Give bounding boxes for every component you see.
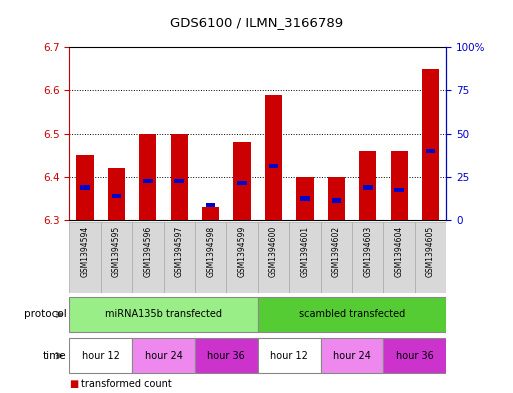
Text: hour 36: hour 36 bbox=[207, 351, 245, 361]
Bar bbox=[101, 222, 132, 293]
Bar bbox=[132, 222, 164, 293]
Text: scambled transfected: scambled transfected bbox=[299, 309, 405, 320]
Text: miRNA135b transfected: miRNA135b transfected bbox=[105, 309, 222, 320]
Bar bbox=[69, 222, 101, 293]
Bar bbox=[80, 185, 90, 190]
Text: protocol: protocol bbox=[24, 309, 67, 320]
Text: hour 12: hour 12 bbox=[270, 351, 308, 361]
Text: hour 36: hour 36 bbox=[396, 351, 434, 361]
Bar bbox=[258, 297, 446, 332]
Text: ■: ■ bbox=[69, 379, 78, 389]
Bar bbox=[321, 338, 383, 373]
Bar bbox=[132, 338, 195, 373]
Bar bbox=[331, 198, 341, 203]
Bar bbox=[352, 222, 383, 293]
Text: GSM1394600: GSM1394600 bbox=[269, 226, 278, 277]
Bar bbox=[359, 151, 377, 220]
Bar bbox=[258, 338, 321, 373]
Bar bbox=[143, 179, 152, 184]
Text: GSM1394597: GSM1394597 bbox=[175, 226, 184, 277]
Bar bbox=[426, 149, 436, 153]
Text: GSM1394605: GSM1394605 bbox=[426, 226, 435, 277]
Bar bbox=[195, 222, 226, 293]
Bar bbox=[164, 222, 195, 293]
Bar bbox=[328, 177, 345, 220]
Bar bbox=[363, 185, 372, 190]
Bar bbox=[300, 196, 310, 201]
Text: GSM1394596: GSM1394596 bbox=[143, 226, 152, 277]
Text: GSM1394604: GSM1394604 bbox=[394, 226, 404, 277]
Bar bbox=[394, 188, 404, 192]
Bar bbox=[258, 222, 289, 293]
Bar bbox=[139, 134, 156, 220]
Bar bbox=[195, 338, 258, 373]
Bar bbox=[321, 222, 352, 293]
Text: GSM1394603: GSM1394603 bbox=[363, 226, 372, 277]
Text: hour 24: hour 24 bbox=[333, 351, 371, 361]
Text: GSM1394594: GSM1394594 bbox=[81, 226, 89, 277]
Text: GSM1394598: GSM1394598 bbox=[206, 226, 215, 277]
Text: GSM1394601: GSM1394601 bbox=[301, 226, 309, 277]
Bar bbox=[269, 164, 278, 168]
Bar bbox=[238, 181, 247, 185]
Bar bbox=[415, 222, 446, 293]
Text: time: time bbox=[43, 351, 67, 361]
Bar bbox=[422, 69, 439, 220]
Bar bbox=[383, 222, 415, 293]
Bar bbox=[297, 177, 313, 220]
Bar bbox=[289, 222, 321, 293]
Text: hour 24: hour 24 bbox=[145, 351, 183, 361]
Bar bbox=[390, 151, 408, 220]
Bar bbox=[69, 297, 258, 332]
Bar bbox=[112, 194, 121, 198]
Text: GSM1394599: GSM1394599 bbox=[238, 226, 247, 277]
Bar bbox=[174, 179, 184, 184]
Bar bbox=[233, 142, 251, 220]
Bar bbox=[383, 338, 446, 373]
Bar bbox=[202, 207, 219, 220]
Bar bbox=[206, 203, 215, 207]
Bar bbox=[69, 338, 132, 373]
Text: GSM1394595: GSM1394595 bbox=[112, 226, 121, 277]
Bar bbox=[171, 134, 188, 220]
Bar bbox=[76, 155, 93, 220]
Text: hour 12: hour 12 bbox=[82, 351, 120, 361]
Bar bbox=[108, 168, 125, 220]
Bar bbox=[226, 222, 258, 293]
Text: transformed count: transformed count bbox=[81, 379, 171, 389]
Bar bbox=[265, 95, 282, 220]
Text: GDS6100 / ILMN_3166789: GDS6100 / ILMN_3166789 bbox=[170, 16, 343, 29]
Text: GSM1394602: GSM1394602 bbox=[332, 226, 341, 277]
